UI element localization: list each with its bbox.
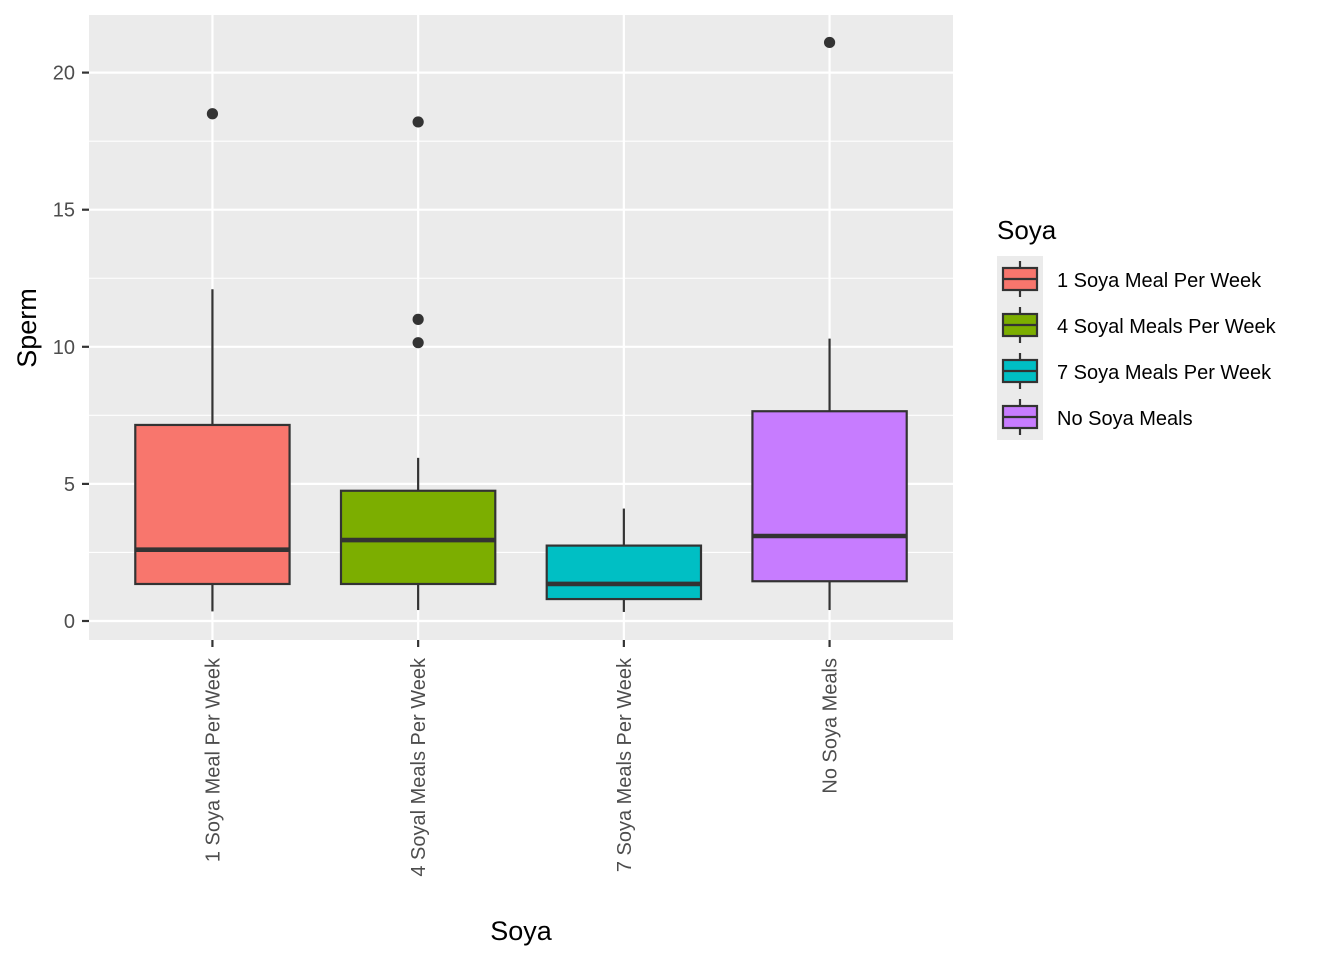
- box-iqr: [751, 410, 908, 583]
- x-tick-label: No Soya Meals: [820, 658, 842, 794]
- legend-label: 4 Soyal Meals Per Week: [1057, 316, 1277, 338]
- outlier-point: [823, 36, 836, 49]
- box-group: [751, 36, 908, 611]
- x-axis: 1 Soya Meal Per Week 4 Soyal Meals Per We…: [202, 640, 842, 877]
- y-axis: 0 5 10 15 20: [53, 63, 89, 633]
- x-tick-label: 7 Soya Meals Per Week: [614, 657, 636, 872]
- box-group: [545, 508, 703, 612]
- box-iqr: [545, 544, 703, 601]
- outlier-point: [412, 116, 424, 128]
- outlier-point: [412, 313, 424, 325]
- legend-entry: 7 Soya Meals Per Week: [997, 348, 1272, 394]
- box-group: [339, 116, 497, 611]
- legend-label: 1 Soya Meal Per Week: [1057, 270, 1262, 292]
- x-tick-label: 4 Soyal Meals Per Week: [408, 657, 430, 877]
- y-tick-label: 20: [53, 63, 75, 85]
- outlier-point: [412, 337, 424, 349]
- y-axis-title: Sperm: [12, 288, 42, 368]
- y-tick-label: 15: [53, 200, 75, 222]
- legend-label: No Soya Meals: [1057, 408, 1193, 430]
- boxes-layer: [134, 36, 908, 612]
- box-iqr: [339, 489, 497, 586]
- y-tick-label: 0: [64, 611, 75, 633]
- box-group: [134, 108, 291, 612]
- legend-entry: 4 Soyal Meals Per Week: [997, 302, 1277, 348]
- y-tick-label: 10: [53, 337, 75, 359]
- legend-entry: No Soya Meals: [997, 394, 1193, 440]
- x-tick-label: 1 Soya Meal Per Week: [202, 657, 224, 862]
- legend-label: 7 Soya Meals Per Week: [1057, 362, 1272, 384]
- y-tick-label: 5: [64, 474, 75, 496]
- legend: Soya 1 Soya Meal Per Week 4 Soyal Meals P…: [997, 215, 1277, 440]
- box-iqr: [134, 423, 291, 586]
- outlier-point: [206, 108, 219, 120]
- legend-title: Soya: [997, 215, 1057, 245]
- x-axis-title: Soya: [490, 916, 553, 946]
- legend-entry: 1 Soya Meal Per Week: [997, 256, 1262, 302]
